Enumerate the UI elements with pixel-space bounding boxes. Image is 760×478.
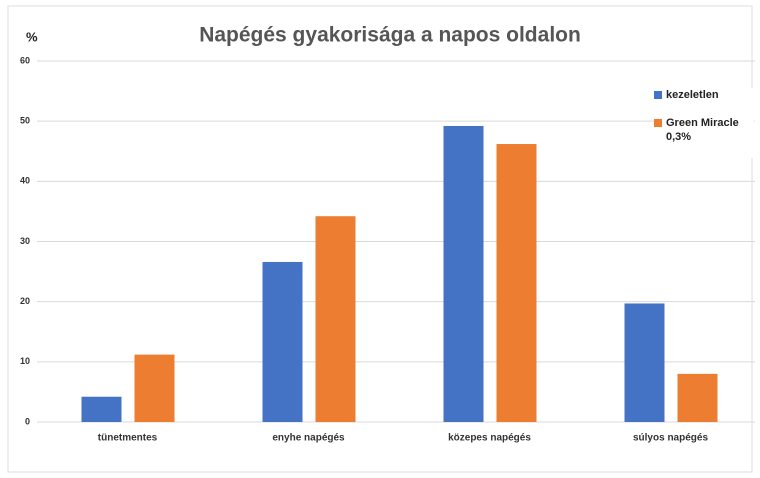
chart-title: Napégés gyakorisága a napos oldalon [199,24,581,47]
bar [496,144,537,422]
x-tick-label: súlyos napégés [633,433,708,444]
bar [81,396,122,422]
legend-item: kezeletlen [654,88,754,102]
bar [315,216,356,422]
y-tick-label: 20 [20,296,30,306]
bar [262,261,303,422]
y-tick-label: 60 [20,55,30,65]
bar [134,354,175,422]
bar [443,125,484,422]
legend: kezeletlen Green Miracle 0,3% [654,88,754,158]
y-tick-label: 50 [20,116,30,126]
legend-label: Green Miracle 0,3% [666,117,739,143]
legend-swatch [654,91,662,99]
chart-frame [7,5,753,473]
y-tick-label: 10 [20,356,30,366]
y-tick-label: 40 [20,176,30,186]
y-tick-label: 30 [20,236,30,246]
legend-label: kezeletlen [666,89,719,101]
x-tick-label: tünetmentes [98,433,158,444]
y-axis-label: % [26,29,38,44]
x-tick-label: közepes napégés [448,433,531,444]
y-tick-label: 0 [25,416,30,426]
x-tick-label: enyhe napégés [272,433,345,444]
legend-swatch [654,119,662,127]
bar [677,373,718,422]
bar [624,303,665,422]
legend-item: Green Miracle 0,3% [654,116,754,144]
